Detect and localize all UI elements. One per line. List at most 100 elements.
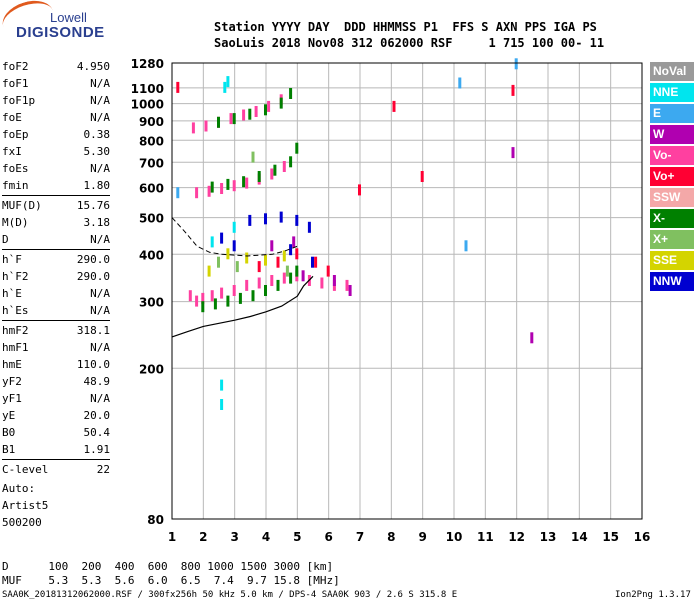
x-tick-label: 2 [199,530,207,544]
chart-grid [172,63,642,519]
echo-point [245,177,249,189]
legend-item-vo: Vo- [650,146,694,165]
param-row: h`Es N/A [2,302,110,319]
echo-point [232,240,236,252]
param-row: foE N/A [2,109,110,126]
distance-row: D 100 200 400 600 800 1000 1500 3000 [km… [2,560,334,573]
param-value: N/A [90,287,110,300]
param-name: B1 [2,443,16,456]
echo-point [514,58,518,70]
param-name: foEs [2,162,29,175]
echo-point [191,122,195,134]
y-tick-label: 200 [139,362,164,376]
echo-point [358,184,361,196]
polarization-legend: NoVal NNE E W Vo- Vo+ SSW X- X+ SSE NNW [650,62,694,293]
x-tick-label: 16 [634,530,651,544]
echo-point [314,256,318,268]
echo-point [226,76,230,88]
x-tick-label: 4 [262,530,270,544]
echo-point [176,187,180,199]
param-name: h`E [2,287,22,300]
param-row: foEp 0.38 [2,126,110,143]
echo-point [226,295,230,307]
param-value: 4.950 [76,60,110,73]
echo-point [282,250,286,262]
echo-point [264,254,267,266]
y-tick-label: 80 [147,513,164,527]
echo-point [257,261,261,273]
y-tick-label: 500 [139,212,164,226]
auto-version: 500200 [2,516,42,529]
echo-point [270,240,274,252]
param-row: foEs N/A [2,160,110,177]
param-row: hmF2 318.1 [2,322,110,339]
echo-point [245,279,249,291]
param-value: N/A [90,392,110,405]
x-tick-label: 10 [446,530,463,544]
x-tick-label: 13 [540,530,557,544]
param-row: D N/A [2,231,110,248]
echo-point [420,171,424,182]
param-name: h`Es [2,304,29,317]
echo-point [232,113,236,125]
x-tick-label: 14 [571,530,588,544]
param-name: foEp [2,128,29,141]
y-tick-label: 700 [139,156,164,170]
chart-curves [171,217,314,338]
echo-point [220,399,224,410]
param-value: N/A [90,233,110,246]
legend-item-x: X+ [650,230,694,249]
echo-point [276,279,280,291]
echo-point [257,171,261,182]
echo-point [232,180,236,192]
echo-point [273,164,277,176]
x-tick-label: 7 [356,530,364,544]
y-tick-label: 900 [139,115,164,129]
param-name: hmF2 [2,324,29,337]
param-name: yE [2,409,16,422]
echo-point [311,256,314,268]
echo-point [251,290,255,302]
echo-point [289,244,293,256]
y-tick-label: 400 [139,248,164,262]
echo-point [289,88,293,99]
param-name: yF2 [2,375,22,388]
param-row: MUF(D) 15.76 [2,197,110,214]
echo-point [295,265,299,277]
param-value: 1.80 [83,179,111,192]
param-value: N/A [90,341,110,354]
echo-point [232,221,236,233]
echo-point [226,178,230,190]
echo-point [464,240,468,252]
echo-point [207,185,211,197]
param-value: N/A [90,77,110,90]
header-row-values: SaoLuis 2018 Nov08 312 062000 RSF 1 715 … [214,36,605,50]
echo-point [257,277,261,289]
param-name: D [2,233,9,246]
param-name: M(D) [2,216,29,229]
plot-frame [171,62,643,520]
param-row: fxI 5.30 [2,143,110,160]
echo-point [289,272,293,284]
echo-point [232,285,236,296]
logo-text-lowell: Lowell [50,10,87,25]
param-value: 0.38 [83,128,111,141]
param-name: B0 [2,426,16,439]
lowell-digisonde-logo: Lowell DIGISONDE [0,0,128,48]
param-row: hmF1 N/A [2,339,110,356]
echo-point [242,176,246,188]
echo-point [276,256,280,268]
echo-point [458,77,462,89]
param-value: 15.76 [76,199,110,212]
echo-point [282,272,286,284]
echo-point [295,248,299,260]
param-separator [2,459,110,460]
echo-point [301,270,305,282]
param-name: h`F [2,253,22,266]
param-value: 290.0 [76,253,110,266]
param-name: fmin [2,179,29,192]
auto-program: Artist5 [2,499,49,512]
param-value: 22 [96,463,110,476]
x-tick-label: 6 [324,530,332,544]
param-value: 110.0 [76,358,110,371]
